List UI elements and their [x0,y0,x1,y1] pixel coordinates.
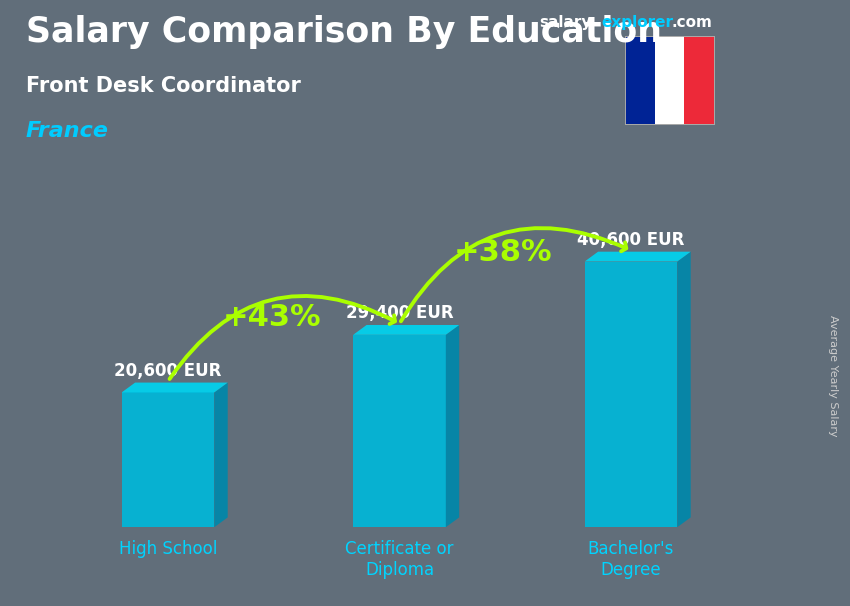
Polygon shape [585,262,677,527]
Polygon shape [354,335,445,527]
Polygon shape [122,382,228,393]
Text: 29,400 EUR: 29,400 EUR [346,304,454,322]
Polygon shape [585,251,691,262]
Text: Average Yearly Salary: Average Yearly Salary [828,315,838,436]
Text: 20,600 EUR: 20,600 EUR [115,362,222,380]
Text: Salary Comparison By Education: Salary Comparison By Education [26,15,661,49]
Text: 40,600 EUR: 40,600 EUR [577,231,685,249]
Bar [684,36,714,124]
Polygon shape [214,382,228,527]
Polygon shape [445,325,459,527]
Text: +43%: +43% [222,303,321,332]
Text: .com: .com [672,15,712,30]
Polygon shape [354,325,459,335]
Bar [654,36,684,124]
Text: Front Desk Coordinator: Front Desk Coordinator [26,76,300,96]
Text: +38%: +38% [454,238,552,267]
Bar [625,36,654,124]
Polygon shape [122,393,214,527]
Text: France: France [26,121,109,141]
Polygon shape [677,251,691,527]
Text: explorer: explorer [602,15,674,30]
Text: salary: salary [540,15,592,30]
